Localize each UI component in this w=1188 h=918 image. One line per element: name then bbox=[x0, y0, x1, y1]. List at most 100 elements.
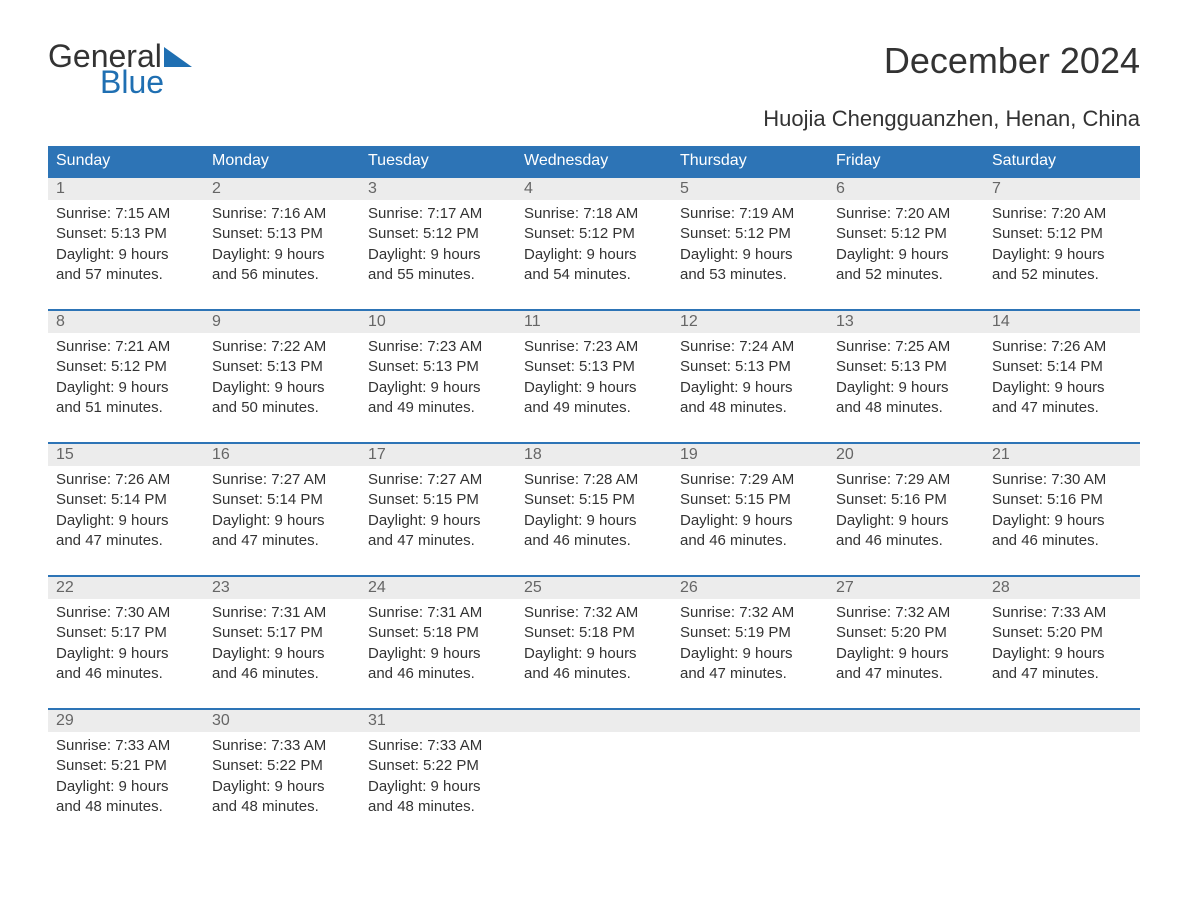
daylight-text: Daylight: 9 hours bbox=[680, 378, 820, 398]
sunset-text: Sunset: 5:13 PM bbox=[524, 357, 664, 377]
day-body: Sunrise: 7:23 AMSunset: 5:13 PMDaylight:… bbox=[360, 333, 516, 434]
sunset-text: Sunset: 5:20 PM bbox=[992, 623, 1132, 643]
calendar-week: 22232425262728Sunrise: 7:30 AMSunset: 5:… bbox=[48, 575, 1140, 700]
sunrise-text: Sunrise: 7:16 AM bbox=[212, 204, 352, 224]
sunrise-text: Sunrise: 7:33 AM bbox=[992, 603, 1132, 623]
day-number: 9 bbox=[204, 311, 360, 333]
daylight-text: Daylight: 9 hours bbox=[56, 378, 196, 398]
day-number: 19 bbox=[672, 444, 828, 466]
daylight-text: and 46 minutes. bbox=[56, 664, 196, 684]
sunrise-text: Sunrise: 7:24 AM bbox=[680, 337, 820, 357]
daylight-text: Daylight: 9 hours bbox=[56, 511, 196, 531]
day-number: 26 bbox=[672, 577, 828, 599]
day-number: 4 bbox=[516, 178, 672, 200]
day-body bbox=[672, 732, 828, 833]
sunset-text: Sunset: 5:18 PM bbox=[368, 623, 508, 643]
sunset-text: Sunset: 5:12 PM bbox=[56, 357, 196, 377]
sunrise-text: Sunrise: 7:33 AM bbox=[56, 736, 196, 756]
sunrise-text: Sunrise: 7:31 AM bbox=[212, 603, 352, 623]
sunrise-text: Sunrise: 7:17 AM bbox=[368, 204, 508, 224]
day-number bbox=[984, 710, 1140, 732]
day-body: Sunrise: 7:33 AMSunset: 5:22 PMDaylight:… bbox=[204, 732, 360, 833]
day-body: Sunrise: 7:26 AMSunset: 5:14 PMDaylight:… bbox=[984, 333, 1140, 434]
weekday-cell: Thursday bbox=[672, 146, 828, 176]
sunrise-text: Sunrise: 7:32 AM bbox=[524, 603, 664, 623]
weekday-cell: Friday bbox=[828, 146, 984, 176]
sunset-text: Sunset: 5:22 PM bbox=[368, 756, 508, 776]
daylight-text: Daylight: 9 hours bbox=[368, 245, 508, 265]
weekday-cell: Tuesday bbox=[360, 146, 516, 176]
daylight-text: and 46 minutes. bbox=[836, 531, 976, 551]
sunrise-text: Sunrise: 7:31 AM bbox=[368, 603, 508, 623]
day-number: 2 bbox=[204, 178, 360, 200]
calendar-week: 891011121314Sunrise: 7:21 AMSunset: 5:12… bbox=[48, 309, 1140, 434]
daylight-text: and 47 minutes. bbox=[56, 531, 196, 551]
sunrise-text: Sunrise: 7:23 AM bbox=[368, 337, 508, 357]
weekday-header: SundayMondayTuesdayWednesdayThursdayFrid… bbox=[48, 146, 1140, 176]
day-body: Sunrise: 7:29 AMSunset: 5:15 PMDaylight:… bbox=[672, 466, 828, 567]
day-body: Sunrise: 7:17 AMSunset: 5:12 PMDaylight:… bbox=[360, 200, 516, 301]
sunset-text: Sunset: 5:13 PM bbox=[56, 224, 196, 244]
daynum-row: 891011121314 bbox=[48, 309, 1140, 333]
sunset-text: Sunset: 5:22 PM bbox=[212, 756, 352, 776]
daylight-text: and 48 minutes. bbox=[368, 797, 508, 817]
day-body: Sunrise: 7:33 AMSunset: 5:21 PMDaylight:… bbox=[48, 732, 204, 833]
day-body: Sunrise: 7:30 AMSunset: 5:17 PMDaylight:… bbox=[48, 599, 204, 700]
daylight-text: and 48 minutes. bbox=[212, 797, 352, 817]
calendar: SundayMondayTuesdayWednesdayThursdayFrid… bbox=[48, 146, 1140, 833]
daylight-text: and 46 minutes. bbox=[524, 531, 664, 551]
daynum-row: 15161718192021 bbox=[48, 442, 1140, 466]
day-body: Sunrise: 7:33 AMSunset: 5:22 PMDaylight:… bbox=[360, 732, 516, 833]
daylight-text: and 47 minutes. bbox=[680, 664, 820, 684]
sunset-text: Sunset: 5:13 PM bbox=[680, 357, 820, 377]
day-number bbox=[516, 710, 672, 732]
sunset-text: Sunset: 5:13 PM bbox=[836, 357, 976, 377]
day-body: Sunrise: 7:22 AMSunset: 5:13 PMDaylight:… bbox=[204, 333, 360, 434]
day-number: 10 bbox=[360, 311, 516, 333]
daylight-text: Daylight: 9 hours bbox=[368, 378, 508, 398]
day-number: 15 bbox=[48, 444, 204, 466]
day-number: 21 bbox=[984, 444, 1140, 466]
daylight-text: Daylight: 9 hours bbox=[992, 644, 1132, 664]
day-number: 8 bbox=[48, 311, 204, 333]
day-number: 6 bbox=[828, 178, 984, 200]
body-row: Sunrise: 7:21 AMSunset: 5:12 PMDaylight:… bbox=[48, 333, 1140, 434]
calendar-week: 1234567Sunrise: 7:15 AMSunset: 5:13 PMDa… bbox=[48, 176, 1140, 301]
daynum-row: 1234567 bbox=[48, 176, 1140, 200]
sunset-text: Sunset: 5:14 PM bbox=[212, 490, 352, 510]
day-body: Sunrise: 7:26 AMSunset: 5:14 PMDaylight:… bbox=[48, 466, 204, 567]
sunrise-text: Sunrise: 7:26 AM bbox=[56, 470, 196, 490]
body-row: Sunrise: 7:30 AMSunset: 5:17 PM Daylight:… bbox=[48, 599, 1140, 700]
day-body: Sunrise: 7:32 AMSunset: 5:19 PMDaylight:… bbox=[672, 599, 828, 700]
day-number: 14 bbox=[984, 311, 1140, 333]
sunset-text: Sunset: 5:20 PM bbox=[836, 623, 976, 643]
daynum-row: 22232425262728 bbox=[48, 575, 1140, 599]
daylight-text: and 46 minutes. bbox=[212, 664, 352, 684]
daylight-text: Daylight: 9 hours bbox=[56, 245, 196, 265]
daylight-text: Daylight: 9 hours bbox=[368, 644, 508, 664]
daylight-text: and 56 minutes. bbox=[212, 265, 352, 285]
day-number: 5 bbox=[672, 178, 828, 200]
daylight-text: and 47 minutes. bbox=[212, 531, 352, 551]
sunset-text: Sunset: 5:17 PM bbox=[56, 623, 196, 643]
sunrise-text: Sunrise: 7:26 AM bbox=[992, 337, 1132, 357]
day-body: Sunrise: 7:16 AMSunset: 5:13 PMDaylight:… bbox=[204, 200, 360, 301]
body-row: Sunrise: 7:33 AMSunset: 5:21 PMDaylight:… bbox=[48, 732, 1140, 833]
daylight-text: and 48 minutes. bbox=[836, 398, 976, 418]
daylight-text: Daylight: 9 hours bbox=[524, 644, 664, 664]
daylight-text: Daylight: 9 hours bbox=[212, 378, 352, 398]
daylight-text: and 52 minutes. bbox=[992, 265, 1132, 285]
day-number: 29 bbox=[48, 710, 204, 732]
sunrise-text: Sunrise: 7:23 AM bbox=[524, 337, 664, 357]
sunset-text: Sunset: 5:12 PM bbox=[992, 224, 1132, 244]
location-label: Huojia Chengguanzhen, Henan, China bbox=[48, 106, 1140, 132]
daylight-text: Daylight: 9 hours bbox=[524, 245, 664, 265]
day-number: 20 bbox=[828, 444, 984, 466]
sunset-text: Sunset: 5:21 PM bbox=[56, 756, 196, 776]
logo-word2: Blue bbox=[100, 66, 192, 98]
sunrise-text: Sunrise: 7:27 AM bbox=[368, 470, 508, 490]
sunset-text: Sunset: 5:16 PM bbox=[836, 490, 976, 510]
weekday-cell: Sunday bbox=[48, 146, 204, 176]
sunrise-text: Sunrise: 7:30 AM bbox=[56, 603, 196, 623]
day-number: 16 bbox=[204, 444, 360, 466]
